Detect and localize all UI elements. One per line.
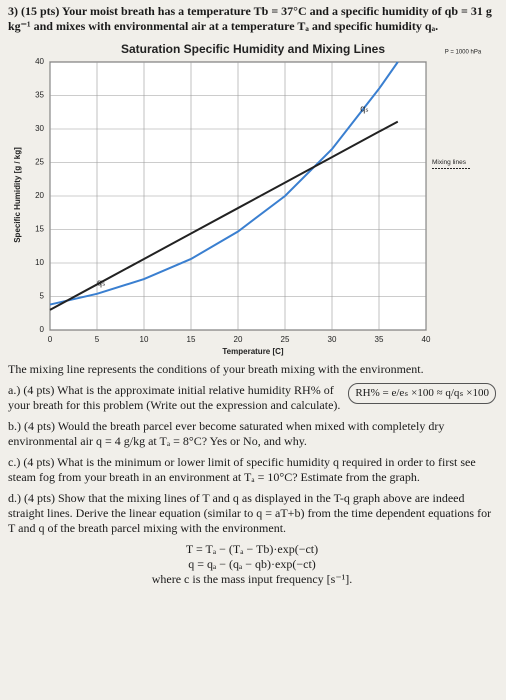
annotation: P = 1000 hPa: [445, 50, 482, 56]
x-tick-label: 25: [281, 335, 290, 344]
series-line: [49, 120, 399, 311]
x-axis-label: Temperature [C]: [222, 347, 284, 356]
y-axis-label: Specific Humidity [g / kg]: [13, 147, 22, 243]
equation: q = qₐ − (qₐ − qb)·exp(−ct): [188, 557, 316, 571]
y-tick-label: 35: [35, 91, 44, 100]
series-label: qₛ: [97, 277, 105, 287]
part-d: d.) (4 pts) Show that the mixing lines o…: [8, 491, 492, 535]
x-tick-label: 30: [328, 335, 337, 344]
part-a: a.) (4 pts) What is the approximate init…: [8, 383, 341, 412]
x-tick-label: 40: [422, 335, 431, 344]
x-tick-label: 0: [48, 335, 53, 344]
x-tick-label: 35: [375, 335, 384, 344]
x-tick-label: 5: [95, 335, 100, 344]
equation: T = Tₐ − (Tₐ − Tb)·exp(−ct): [185, 542, 319, 556]
y-tick-label: 40: [35, 57, 44, 66]
y-tick-label: 30: [35, 124, 44, 133]
x-tick-label: 15: [187, 335, 196, 344]
note: The mixing line represents the condition…: [8, 362, 424, 376]
y-tick-label: 25: [35, 158, 44, 167]
y-tick-label: 10: [35, 258, 44, 267]
y-tick-label: 15: [35, 225, 44, 234]
equation-note: where c is the mass input frequency [s⁻¹…: [151, 572, 353, 586]
part-c: c.) (4 pts) What is the minimum or lower…: [8, 455, 476, 484]
question-intro: 3) (15 pts) Your moist breath has a temp…: [8, 4, 492, 33]
series-label: qₛ: [360, 103, 368, 113]
y-tick-label: 5: [40, 292, 45, 301]
formula: RH% = e/eₛ ×100 ≈ q/qₛ ×100: [348, 383, 496, 404]
x-tick-label: 20: [234, 335, 243, 344]
x-tick-label: 10: [140, 335, 149, 344]
y-tick-label: 0: [40, 325, 45, 334]
part-b: b.) (4 pts) Would the breath parcel ever…: [8, 419, 445, 448]
chart-title: Saturation Specific Humidity and Mixing …: [121, 42, 385, 56]
series-line: [49, 61, 399, 306]
y-tick-label: 20: [35, 191, 44, 200]
document: 3) (15 pts) Your moist breath has a temp…: [8, 4, 496, 586]
chart: Saturation Specific Humidity and Mixing …: [13, 42, 482, 356]
legend-label: Mixing lines: [432, 159, 467, 166]
